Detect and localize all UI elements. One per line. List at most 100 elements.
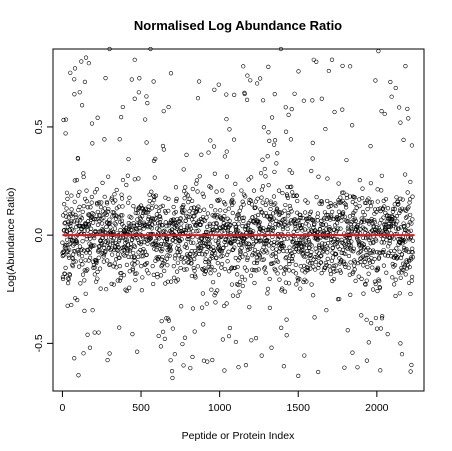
data-point	[320, 241, 325, 246]
data-point	[132, 57, 137, 62]
data-point	[336, 181, 341, 186]
data-point	[389, 94, 394, 99]
data-point	[237, 289, 242, 294]
data-point	[238, 279, 243, 284]
data-point	[396, 270, 401, 275]
data-point	[287, 203, 292, 209]
data-point	[237, 255, 242, 260]
data-point	[384, 229, 389, 234]
data-point	[402, 207, 407, 212]
data-point	[322, 215, 327, 221]
data-point	[192, 273, 198, 278]
data-point	[309, 282, 314, 287]
data-point	[333, 203, 338, 209]
data-point	[313, 259, 318, 265]
data-point	[271, 211, 276, 216]
data-point	[94, 259, 99, 264]
data-point	[343, 239, 348, 244]
data-point	[112, 213, 117, 218]
data-point	[267, 138, 272, 144]
data-point	[327, 264, 332, 269]
data-point	[252, 260, 257, 265]
data-point	[190, 186, 195, 192]
data-point	[112, 261, 117, 266]
data-point	[186, 236, 191, 242]
data-point	[247, 305, 252, 310]
data-point	[349, 230, 355, 235]
data-point	[268, 206, 273, 212]
data-point	[60, 274, 66, 280]
data-point	[324, 212, 329, 217]
data-point	[329, 57, 335, 62]
data-point	[391, 236, 396, 241]
data-point	[153, 193, 159, 198]
data-point	[372, 256, 377, 262]
data-point	[318, 254, 323, 259]
data-point	[120, 213, 125, 218]
data-point	[376, 255, 382, 260]
data-point	[240, 199, 245, 204]
data-point	[211, 245, 216, 250]
data-point	[291, 238, 296, 243]
data-point	[284, 255, 289, 260]
data-point	[96, 330, 101, 335]
data-point	[240, 283, 245, 289]
data-point	[156, 333, 161, 339]
data-point	[407, 265, 412, 270]
data-point	[293, 271, 299, 276]
data-point	[145, 210, 150, 215]
data-point	[398, 275, 403, 280]
data-point	[107, 262, 112, 268]
data-point	[173, 185, 179, 190]
data-point	[124, 237, 129, 242]
data-point	[187, 224, 192, 229]
data-point	[108, 225, 113, 230]
data-point	[285, 226, 290, 232]
data-point	[144, 260, 150, 266]
data-point	[308, 261, 313, 266]
data-point	[287, 261, 292, 267]
data-point	[208, 223, 213, 228]
data-point	[330, 209, 335, 214]
data-point	[151, 79, 156, 84]
data-point	[302, 353, 307, 358]
data-point	[174, 198, 179, 204]
data-point	[163, 242, 169, 247]
data-point	[102, 137, 107, 142]
data-point	[132, 244, 138, 249]
data-point	[150, 217, 155, 222]
data-point	[213, 250, 218, 256]
data-point	[117, 255, 122, 261]
data-point	[270, 246, 275, 251]
data-point	[105, 209, 110, 214]
data-point	[182, 189, 187, 194]
data-point	[295, 198, 300, 204]
data-point	[126, 156, 131, 162]
data-point	[368, 204, 374, 209]
data-point	[410, 246, 415, 251]
data-point	[333, 252, 339, 257]
data-point	[238, 205, 244, 210]
data-point	[191, 265, 196, 271]
data-point	[200, 191, 205, 196]
data-point	[250, 267, 255, 272]
data-point	[273, 254, 279, 259]
data-point	[287, 168, 292, 173]
data-point	[363, 282, 368, 287]
data-point	[388, 223, 394, 228]
data-point	[358, 259, 363, 265]
data-point	[154, 247, 159, 252]
data-point	[367, 258, 372, 263]
data-point	[72, 199, 77, 204]
data-point	[266, 225, 272, 230]
data-point	[155, 275, 160, 280]
data-point	[328, 271, 334, 277]
data-point	[106, 206, 111, 212]
data-point	[212, 268, 217, 273]
data-point	[253, 205, 258, 210]
data-point	[189, 261, 194, 266]
data-point	[369, 250, 374, 255]
data-point	[64, 214, 69, 219]
data-point	[182, 208, 187, 213]
data-point	[233, 339, 239, 345]
